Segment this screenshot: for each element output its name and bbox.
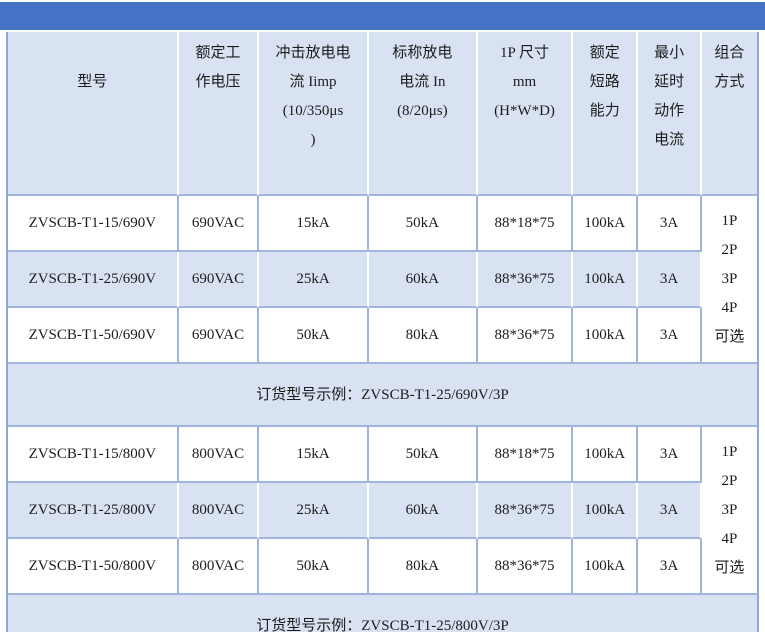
cell-iimp: 15kA xyxy=(259,196,369,252)
cell-inom: 50kA xyxy=(368,196,478,252)
order-example-text: 订货型号示例：ZVSCB-T1-25/690V/3P xyxy=(8,364,759,427)
cell-model: ZVSCB-T1-15/690V xyxy=(8,196,179,252)
cell-size: 88*36*75 xyxy=(478,483,574,539)
cell-min-delay: 3A xyxy=(638,196,702,252)
order-example-text: 订货型号示例：ZVSCB-T1-25/800V/3P xyxy=(8,595,759,632)
table-row: ZVSCB-T1-15/690V 690VAC 15kA 50kA 88*18*… xyxy=(8,196,759,364)
table-row: ZVSCB-T1-50/690V 690VAC 50kA 80kA 88*36*… xyxy=(8,308,759,364)
header-size: 1P 尺寸 mm (H*W*D) xyxy=(478,32,574,196)
header-rated-voltage: 额定工 作电压 xyxy=(178,32,260,196)
header-short-circuit: 额定 短路 能力 xyxy=(573,32,639,196)
top-accent-bar xyxy=(0,2,765,30)
cell-short-circuit: 100kA xyxy=(573,196,639,252)
cell-iimp: 15kA xyxy=(259,427,369,483)
cell-combination-options: 1P 2P 3P 4P 可选 xyxy=(701,427,759,595)
cell-voltage: 800VAC xyxy=(178,427,260,483)
cell-size: 88*36*75 xyxy=(478,252,574,308)
cell-model: ZVSCB-T1-25/690V xyxy=(8,252,179,308)
cell-voltage: 690VAC xyxy=(178,308,260,364)
order-example-row: 订货型号示例：ZVSCB-T1-25/800V/3P xyxy=(8,595,759,632)
cell-size: 88*18*75 xyxy=(478,427,574,483)
cell-model: ZVSCB-T1-50/690V xyxy=(8,308,179,364)
header-impulse-current: 冲击放电电 流 Iimp (10/350μs ) xyxy=(259,32,369,196)
cell-iimp: 50kA xyxy=(259,308,369,364)
cell-inom: 80kA xyxy=(368,539,478,595)
header-model: 型号 xyxy=(8,32,179,196)
header-min-delay-current: 最小 延时 动作 电流 xyxy=(638,32,702,196)
cell-min-delay: 3A xyxy=(638,308,702,364)
cell-min-delay: 3A xyxy=(638,539,702,595)
order-example-row: 订货型号示例：ZVSCB-T1-25/690V/3P xyxy=(8,364,759,427)
table-row: ZVSCB-T1-50/800V 800VAC 50kA 80kA 88*36*… xyxy=(8,539,759,595)
table-row: ZVSCB-T1-25/690V 690VAC 25kA 60kA 88*36*… xyxy=(8,252,759,308)
cell-iimp: 50kA xyxy=(259,539,369,595)
cell-inom: 50kA xyxy=(368,427,478,483)
product-spec-table: 型号 额定工 作电压 冲击放电电 流 Iimp (10/350μs ) 标称放电… xyxy=(6,32,759,632)
cell-voltage: 800VAC xyxy=(178,483,260,539)
cell-size: 88*18*75 xyxy=(478,196,574,252)
cell-min-delay: 3A xyxy=(638,427,702,483)
cell-short-circuit: 100kA xyxy=(573,483,639,539)
cell-short-circuit: 100kA xyxy=(573,308,639,364)
header-nominal-current: 标称放电 电流 In (8/20μs) xyxy=(368,32,478,196)
cell-short-circuit: 100kA xyxy=(573,252,639,308)
cell-min-delay: 3A xyxy=(638,252,702,308)
cell-model: ZVSCB-T1-50/800V xyxy=(8,539,179,595)
cell-iimp: 25kA xyxy=(259,483,369,539)
cell-voltage: 800VAC xyxy=(178,539,260,595)
cell-combination-options: 1P 2P 3P 4P 可选 xyxy=(701,196,759,364)
cell-model: ZVSCB-T1-15/800V xyxy=(8,427,179,483)
table-row: ZVSCB-T1-15/800V 800VAC 15kA 50kA 88*18*… xyxy=(8,427,759,595)
cell-inom: 60kA xyxy=(368,483,478,539)
cell-voltage: 690VAC xyxy=(178,196,260,252)
cell-short-circuit: 100kA xyxy=(573,427,639,483)
cell-short-circuit: 100kA xyxy=(573,539,639,595)
cell-model: ZVSCB-T1-25/800V xyxy=(8,483,179,539)
cell-inom: 60kA xyxy=(368,252,478,308)
cell-size: 88*36*75 xyxy=(478,539,574,595)
cell-inom: 80kA xyxy=(368,308,478,364)
cell-iimp: 25kA xyxy=(259,252,369,308)
header-combination: 组合 方式 xyxy=(701,32,759,196)
cell-size: 88*36*75 xyxy=(478,308,574,364)
cell-voltage: 690VAC xyxy=(178,252,260,308)
table-row: ZVSCB-T1-25/800V 800VAC 25kA 60kA 88*36*… xyxy=(8,483,759,539)
header-row: 型号 额定工 作电压 冲击放电电 流 Iimp (10/350μs ) 标称放电… xyxy=(8,32,759,196)
cell-min-delay: 3A xyxy=(638,483,702,539)
